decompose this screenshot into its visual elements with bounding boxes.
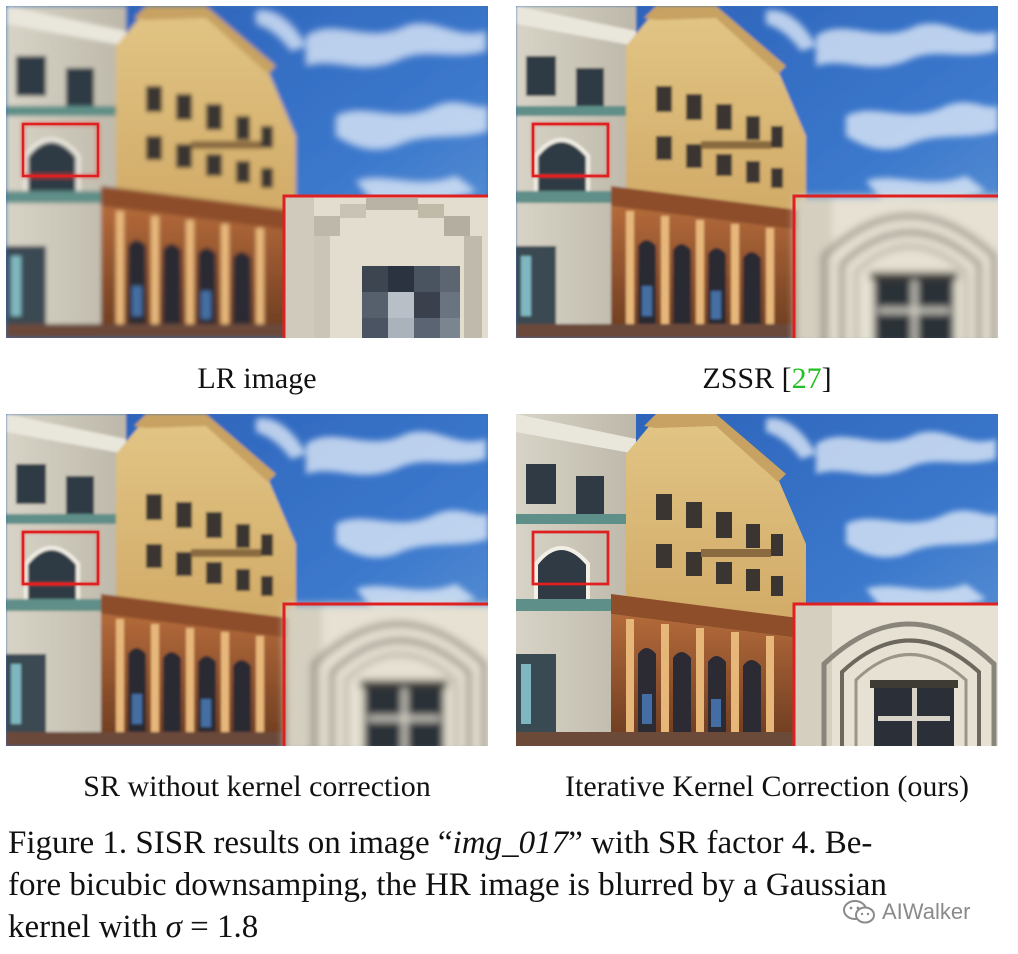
- watermark-text: AIWalker: [882, 899, 971, 924]
- caption-line3-prefix: kernel with: [8, 909, 166, 945]
- caption-zssr: ZSSR [27]: [526, 362, 1008, 396]
- caption-closing-bracket: ]: [821, 362, 832, 395]
- caption-text: ZSSR [: [702, 362, 792, 395]
- sigma-value: = 1.8: [181, 909, 259, 945]
- panel-lr-image: [6, 6, 488, 338]
- wechat-icon: [843, 900, 875, 924]
- figure-label: Figure 1.: [8, 825, 128, 861]
- ikc-inset-sharp: [794, 604, 998, 746]
- figure-caption-line-1: Figure 1. SISR results on image “img_017…: [8, 822, 1008, 864]
- figure-caption-line-2: fore bicubic downsamping, the HR image i…: [8, 867, 887, 903]
- lr-inset-pixelated: [284, 196, 488, 338]
- caption-text-a: SISR results on image “: [127, 825, 453, 861]
- sr-without-correction-photo: [6, 414, 488, 746]
- sr-inset-blurry: [284, 604, 488, 746]
- caption-text: Iterative Kernel Correction (ours): [565, 770, 969, 803]
- sigma-symbol: σ: [165, 909, 182, 945]
- caption-text: LR image: [197, 362, 317, 395]
- watermark: AIWalker: [842, 899, 971, 925]
- caption-text: SR without kernel correction: [83, 770, 431, 803]
- caption-lr-image: LR image: [16, 362, 498, 396]
- figure-caption-line-3: kernel with σ = 1.8: [8, 906, 1008, 948]
- caption-text-b: ” with SR factor 4. Be-: [568, 825, 873, 861]
- zssr-photo: [516, 6, 998, 338]
- lr-image-photo: [6, 6, 488, 338]
- caption-sr-without-kernel-correction: SR without kernel correction: [16, 770, 498, 804]
- ikc-photo: [516, 414, 998, 746]
- caption-iterative-kernel-correction: Iterative Kernel Correction (ours): [526, 770, 1008, 804]
- panel-zssr: [516, 6, 998, 338]
- image-name: img_017: [452, 825, 569, 861]
- panel-sr-without-kernel-correction: [6, 414, 488, 746]
- figure-caption: Figure 1. SISR results on image “img_017…: [8, 822, 1008, 948]
- panel-iterative-kernel-correction: [516, 414, 998, 746]
- zssr-inset-blurry: [794, 196, 998, 338]
- citation-link[interactable]: 27: [791, 362, 822, 395]
